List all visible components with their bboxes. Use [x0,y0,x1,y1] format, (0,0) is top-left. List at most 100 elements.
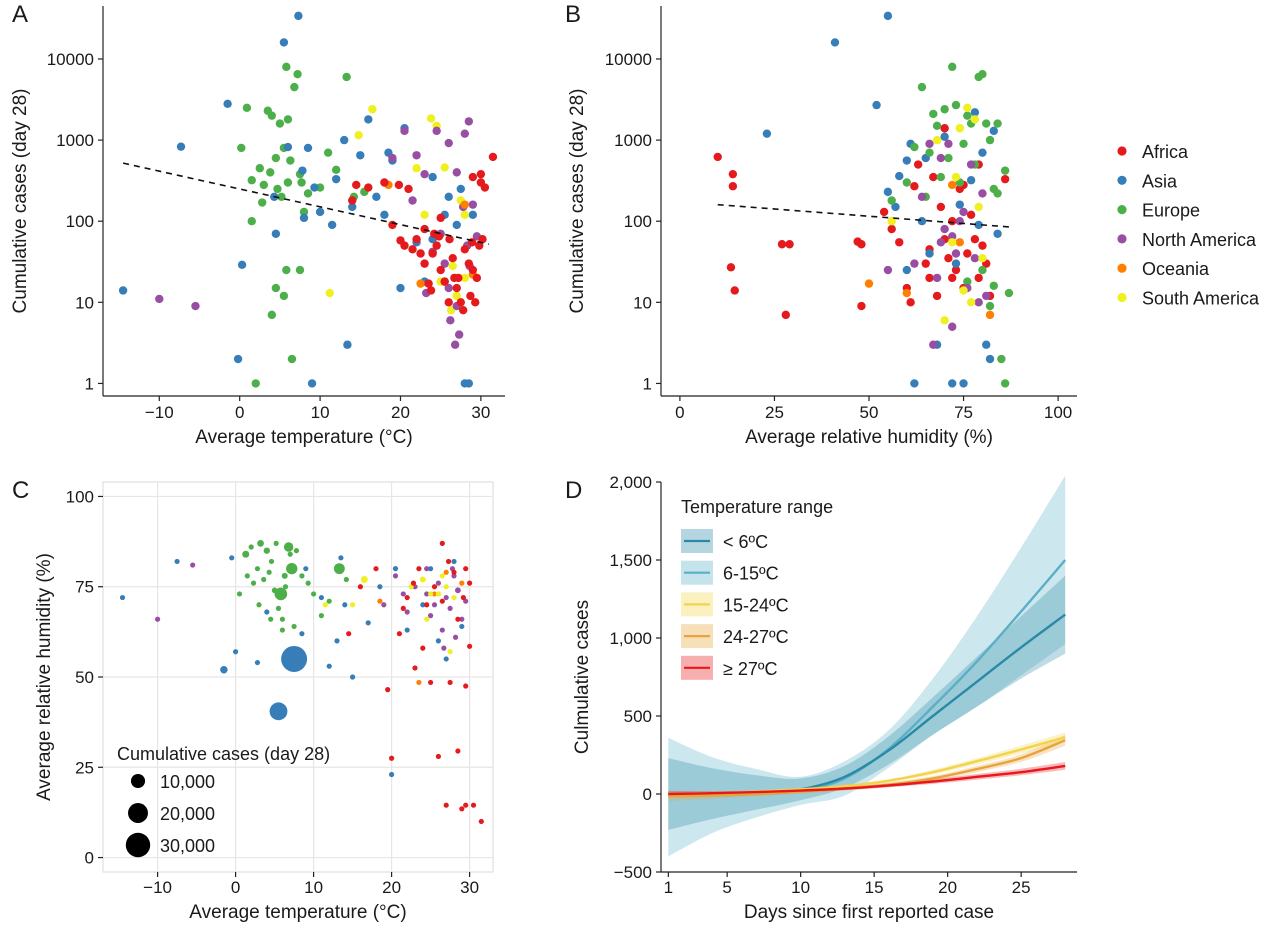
legend-label: Oceania [1142,259,1210,279]
data-point [426,114,436,123]
data-point [400,241,409,250]
data-point [978,241,987,250]
bubble [385,687,391,693]
data-point [456,184,465,194]
data-point [993,229,1002,238]
x-tick-label: 10 [311,403,330,422]
data-point [468,172,478,182]
data-point [997,354,1006,364]
bubble [460,594,466,601]
data-point [257,198,267,207]
bubble [431,584,438,590]
data-point [940,316,949,325]
bubble [392,566,399,572]
data-point [970,108,980,117]
bubble [445,558,452,565]
y-tick-label: 10 [633,293,652,312]
x-axis-title: Average temperature (°C) [195,427,412,448]
bubble [420,602,426,608]
data-point [985,310,995,320]
y-tick-label: 100 [66,212,94,231]
data-point [242,103,252,113]
data-point [325,288,334,298]
bubble [424,566,430,572]
legend-swatch [1117,234,1127,244]
data-point [917,82,927,92]
data-point [364,115,373,124]
data-point [925,148,934,157]
x-tick-label: 1 [664,878,673,897]
data-point [887,196,896,205]
data-point [456,298,465,307]
data-point [283,142,293,152]
x-tick-label: −10 [145,403,174,422]
data-point [1000,166,1010,175]
data-point [118,286,128,295]
data-point [233,354,243,364]
legend-label: 6-15ºC [723,564,779,584]
bubble [268,558,275,565]
data-point [348,202,357,212]
bubble [291,623,297,630]
bubble [451,594,457,601]
bubble [463,802,469,808]
trend-line [717,203,1009,228]
bubble [428,591,434,597]
data-point [282,62,291,72]
data-point [948,238,957,247]
bubble [248,544,254,550]
bubble [447,649,453,655]
bubble [447,679,453,686]
data-point [959,207,968,217]
data-point [408,245,417,254]
bubble [396,631,402,637]
data-point [279,291,289,301]
data-point [713,152,722,162]
data-point [488,152,498,162]
data-point [940,224,949,234]
bubble [334,638,340,644]
data-point [420,224,429,234]
data-point [925,139,934,149]
data-point [902,178,912,187]
bubble [279,616,285,622]
data-point [966,210,976,219]
panel-label: A [12,1,28,28]
data-point [448,261,457,271]
data-point [940,105,949,114]
data-point [380,210,389,219]
y-axis-title: Cumulative cases (day 28) [10,89,31,314]
y-tick-label: 100 [66,487,94,506]
data-point [951,265,961,275]
bubble [410,580,417,586]
bubble [263,547,270,554]
y-tick-label: −500 [614,863,652,882]
bubble [412,665,418,671]
bubble [305,580,311,586]
data-point [940,124,949,133]
data-point [380,178,389,187]
data-point [929,340,938,349]
data-point [237,260,247,270]
data-point [978,148,987,157]
data-point [294,11,303,21]
bubble [119,594,126,601]
bubble [357,584,363,590]
data-point [444,283,453,293]
bubble [283,542,294,552]
data-point [460,200,469,209]
bubble [404,627,410,633]
bubble [338,555,344,561]
data-point [372,192,381,201]
data-point [932,135,942,145]
bubble [443,584,449,590]
temperature-legend-title: Temperature range [681,497,833,517]
data-point [936,172,946,182]
data-point [444,138,453,148]
data-point [454,273,463,283]
bubble [431,602,438,608]
data-point [959,286,968,295]
bubble [400,591,406,597]
data-point [785,240,794,249]
bubble [281,645,308,672]
